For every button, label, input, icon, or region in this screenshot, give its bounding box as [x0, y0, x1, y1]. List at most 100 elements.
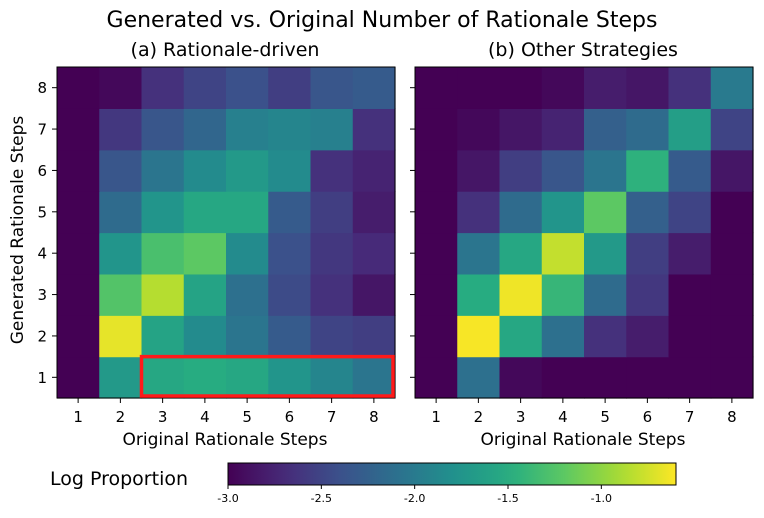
heatmap-cell-b-1-4 — [541, 356, 585, 399]
heatmap-cell-b-5-2 — [457, 191, 501, 234]
heatmap-cell-b-1-2 — [457, 356, 501, 399]
colorbar-tick-label: -3.0 — [217, 492, 238, 505]
heatmap-cell-a-8-6 — [268, 67, 312, 109]
heatmap-cell-b-7-3 — [499, 108, 543, 151]
y-tick-label-a: 2 — [37, 327, 47, 345]
heatmap-cell-b-3-4 — [541, 273, 585, 316]
heatmap-cell-b-8-1 — [415, 67, 458, 109]
heatmap-cell-b-5-8 — [710, 191, 754, 234]
heatmap-cell-a-6-2 — [99, 149, 143, 192]
plot-frame-a — [56, 66, 396, 399]
heatmap-cell-a-6-1 — [57, 149, 100, 192]
heatmap-cell-b-5-3 — [499, 191, 543, 234]
x-tick-label-a: 3 — [158, 408, 168, 426]
heatmap-cell-b-3-1 — [415, 273, 458, 316]
y-tick-label-a: 4 — [37, 245, 47, 263]
heatmap-cell-b-7-4 — [541, 108, 585, 151]
heatmap-cell-b-1-5 — [584, 356, 627, 399]
heatmap-cell-a-6-5 — [226, 149, 269, 192]
heatmap-cell-a-5-3 — [141, 191, 185, 234]
heatmap-cell-a-6-3 — [141, 149, 185, 192]
heatmap-cell-b-6-4 — [541, 149, 585, 192]
x-tick-label-b: 6 — [643, 408, 653, 426]
heatmap-cell-b-5-5 — [584, 191, 627, 234]
heatmap-cell-b-4-2 — [457, 232, 501, 275]
heatmap-cell-a-2-2 — [99, 315, 143, 358]
x-tick-label-b: 1 — [431, 408, 441, 426]
heatmap-cell-b-6-5 — [584, 149, 627, 192]
heatmap-cell-a-1-7 — [310, 356, 354, 399]
heatmap-cell-b-6-2 — [457, 149, 501, 192]
heatmap-cell-b-7-8 — [710, 108, 754, 151]
heatmap-cell-b-4-3 — [499, 232, 543, 275]
heatmap-cell-a-3-1 — [57, 273, 100, 316]
heatmap-cell-a-7-7 — [310, 108, 354, 151]
heatmap-cell-a-5-5 — [226, 191, 269, 234]
heatmap-cell-b-4-4 — [541, 232, 585, 275]
heatmap-cell-a-3-2 — [99, 273, 143, 316]
heatmap-cell-a-3-8 — [352, 273, 396, 316]
heatmap-cell-a-3-4 — [183, 273, 227, 316]
heatmap-cell-b-7-7 — [668, 108, 712, 151]
x-tick-label-a: 7 — [327, 408, 337, 426]
x-tick-label-a: 6 — [285, 408, 295, 426]
colorbar-tick-label: -1.5 — [497, 492, 518, 505]
colorbar-tick-label: -2.0 — [404, 492, 425, 505]
y-tick-label-a: 5 — [37, 203, 47, 221]
heatmap-cell-b-3-3 — [499, 273, 543, 316]
heatmap-cell-a-5-6 — [268, 191, 312, 234]
heatmap-cell-a-1-2 — [99, 356, 143, 399]
heatmap-cell-b-2-2 — [457, 315, 501, 358]
heatmap-cell-a-2-1 — [57, 315, 100, 358]
panel-b-xlabel: Original Rationale Steps — [481, 430, 686, 450]
heatmap-cell-b-1-6 — [626, 356, 670, 399]
heatmap-cell-a-1-6 — [268, 356, 312, 399]
heatmap-cell-a-2-8 — [352, 315, 396, 358]
panel-a-title: (a) Rationale-driven — [131, 39, 320, 61]
highlight-box — [139, 354, 395, 398]
heatmap-cell-b-2-6 — [626, 315, 670, 358]
x-tick-label-b: 4 — [558, 408, 568, 426]
heatmap-cell-b-8-6 — [626, 67, 670, 109]
heatmap-cell-a-5-8 — [352, 191, 396, 234]
heatmap-cell-b-2-8 — [710, 315, 754, 358]
heatmap-cell-a-8-7 — [310, 67, 354, 109]
heatmap-cell-b-4-6 — [626, 232, 670, 275]
heatmap-cell-b-2-7 — [668, 315, 712, 358]
heatmap-cell-b-1-3 — [499, 356, 543, 399]
heatmap-cell-a-7-8 — [352, 108, 396, 151]
x-tick-label-b: 7 — [685, 408, 695, 426]
heatmap-cell-a-8-8 — [352, 67, 396, 109]
plot-frame-b — [414, 66, 754, 399]
heatmap-cell-a-7-1 — [57, 108, 100, 151]
heatmap-cell-a-7-3 — [141, 108, 185, 151]
panel-b-heatmap: 1 2 3 4 5 6 7 8 — [410, 66, 754, 426]
heatmap-cell-a-8-1 — [57, 67, 100, 109]
heatmap-cell-b-6-1 — [415, 149, 458, 192]
y-tick-label-a: 3 — [37, 286, 47, 304]
heatmap-cell-a-1-4 — [183, 356, 227, 399]
colorbar-label: Log Proportion — [50, 468, 188, 490]
x-tick-label-b: 8 — [727, 408, 737, 426]
heatmap-cell-a-3-3 — [141, 273, 185, 316]
heatmap-cell-a-2-5 — [226, 315, 269, 358]
heatmap-cell-a-3-7 — [310, 273, 354, 316]
heatmap-cell-b-1-8 — [710, 356, 754, 399]
heatmap-cell-a-3-5 — [226, 273, 269, 316]
heatmap-cell-b-3-7 — [668, 273, 712, 316]
heatmap-cell-a-7-6 — [268, 108, 312, 151]
x-tick-label-a: 5 — [242, 408, 252, 426]
heatmap-cell-a-6-4 — [183, 149, 227, 192]
heatmap-cell-b-2-3 — [499, 315, 543, 358]
heatmap-cell-a-4-6 — [268, 232, 312, 275]
heatmap-cell-b-6-3 — [499, 149, 543, 192]
colorbar-tick-label: -1.0 — [591, 492, 612, 505]
heatmap-cell-b-7-5 — [584, 108, 627, 151]
heatmap-cell-a-2-3 — [141, 315, 185, 358]
heatmap-cell-a-5-2 — [99, 191, 143, 234]
heatmap-cell-b-8-3 — [499, 67, 543, 109]
heatmap-cell-b-5-6 — [626, 191, 670, 234]
heatmap-cell-b-2-4 — [541, 315, 585, 358]
heatmap-cell-a-6-8 — [352, 149, 396, 192]
